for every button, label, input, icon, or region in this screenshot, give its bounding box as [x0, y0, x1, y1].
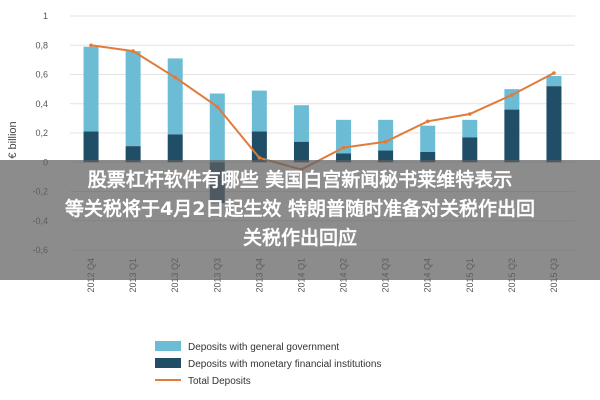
- y-axis-label: € billion: [7, 121, 19, 158]
- legend-label: Deposits with monetary financial institu…: [188, 359, 381, 370]
- bar-general-government: [167, 58, 183, 135]
- news-overlay-banner: 股票杠杆软件有哪些 美国白宫新闻秘书莱维特表示 等关税将于4月2日起生效 特朗普…: [0, 160, 600, 280]
- bar-monetary-financial-institutions: [336, 153, 352, 163]
- legend-swatch: [155, 341, 181, 351]
- total-deposits-point: [341, 145, 346, 150]
- bar-general-government: [504, 89, 520, 110]
- overlay-line-3: 关税作出回应: [242, 227, 357, 249]
- bar-general-government: [462, 119, 478, 138]
- bar-monetary-financial-institutions: [83, 131, 99, 163]
- total-deposits-point: [131, 49, 135, 53]
- bar-general-government: [336, 119, 352, 154]
- bar-monetary-financial-institutions: [420, 152, 436, 163]
- y-tick-label: 1: [43, 11, 48, 21]
- legend-label: Deposits with general government: [188, 342, 339, 353]
- bar-general-government: [293, 105, 309, 142]
- bar-monetary-financial-institutions: [546, 86, 562, 163]
- legend-swatch: [155, 358, 181, 368]
- bar-general-government: [378, 119, 394, 151]
- legend: Deposits with general government Deposits…: [155, 341, 381, 387]
- y-tick-label: 0,8: [35, 40, 48, 50]
- bar-monetary-financial-institutions: [167, 134, 183, 163]
- bar-monetary-financial-institutions: [378, 150, 394, 163]
- total-deposits-series-line: [90, 44, 555, 171]
- overlay-line-2: 等关税将于4月2日起生效 特朗普随时准备对关税作出回: [64, 198, 536, 220]
- y-tick-label: 0,4: [35, 99, 48, 109]
- total-deposits-line: [89, 43, 556, 172]
- overlay-line-1: 股票杠杆软件有哪些 美国白宫新闻秘书莱维特表示: [87, 169, 513, 191]
- total-deposits-point: [89, 43, 93, 48]
- bar-monetary-financial-institutions: [504, 109, 520, 163]
- total-deposits-point: [510, 93, 514, 97]
- total-deposits-point: [467, 112, 472, 116]
- bar-general-government: [546, 75, 562, 87]
- total-deposits-point: [173, 75, 178, 80]
- bar-monetary-financial-institutions: [462, 137, 478, 163]
- total-deposits-point: [552, 71, 556, 75]
- total-deposits-point: [383, 139, 388, 144]
- y-tick-label: 0,6: [35, 70, 48, 80]
- bar-general-government: [83, 46, 99, 132]
- total-deposits-point: [215, 104, 220, 109]
- bar-monetary-financial-institutions: [293, 141, 309, 163]
- legend-label: Total Deposits: [188, 376, 251, 387]
- y-tick-label: 0,2: [35, 128, 48, 138]
- bar-general-government: [420, 125, 436, 153]
- total-deposits-point: [425, 119, 430, 124]
- bar-general-government: [251, 90, 267, 132]
- bar-general-government: [125, 51, 141, 147]
- bar-monetary-financial-institutions: [125, 146, 141, 163]
- total-deposits-point: [257, 156, 262, 160]
